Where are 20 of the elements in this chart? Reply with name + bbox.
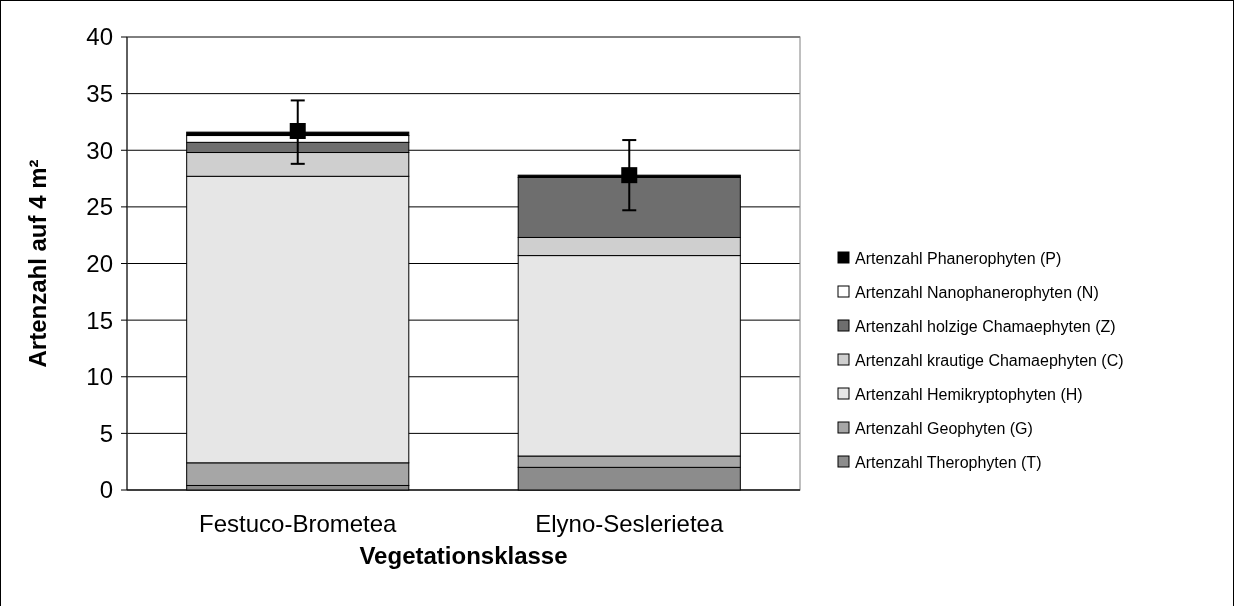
- y-tick-label: 0: [99, 476, 113, 504]
- legend-label: Artenzahl Nanophanerophyten (N): [855, 283, 1099, 301]
- y-tick-label: 10: [86, 363, 113, 391]
- legend-label: Artenzahl Phanerophyten (P): [855, 249, 1062, 267]
- legend-label: Artenzahl krautige Chamaephyten (C): [855, 351, 1124, 369]
- x-tick-label: Festuco-Brometea: [199, 510, 398, 537]
- y-tick-label: 30: [86, 136, 113, 164]
- legend-label: Artenzahl Therophyten (T): [855, 453, 1042, 471]
- y-tick-label: 20: [86, 249, 113, 277]
- x-axis-title: Vegetationsklasse: [359, 542, 568, 569]
- legend-label: Artenzahl Geophyten (G): [855, 419, 1033, 437]
- y-tick-label: 5: [99, 419, 113, 447]
- legend-label: Artenzahl holzige Chamaephyten (Z): [855, 317, 1116, 335]
- y-axis-title: Artenzahl auf 4 m²: [24, 159, 51, 368]
- y-tick-label: 35: [86, 80, 113, 108]
- x-tick-label: Elyno-Seslerietea: [535, 510, 724, 537]
- y-tick-label: 25: [86, 193, 113, 221]
- y-tick-label: 15: [86, 306, 113, 334]
- y-tick-label: 40: [86, 23, 113, 51]
- legend-label: Artenzahl Hemikryptophyten (H): [855, 385, 1083, 403]
